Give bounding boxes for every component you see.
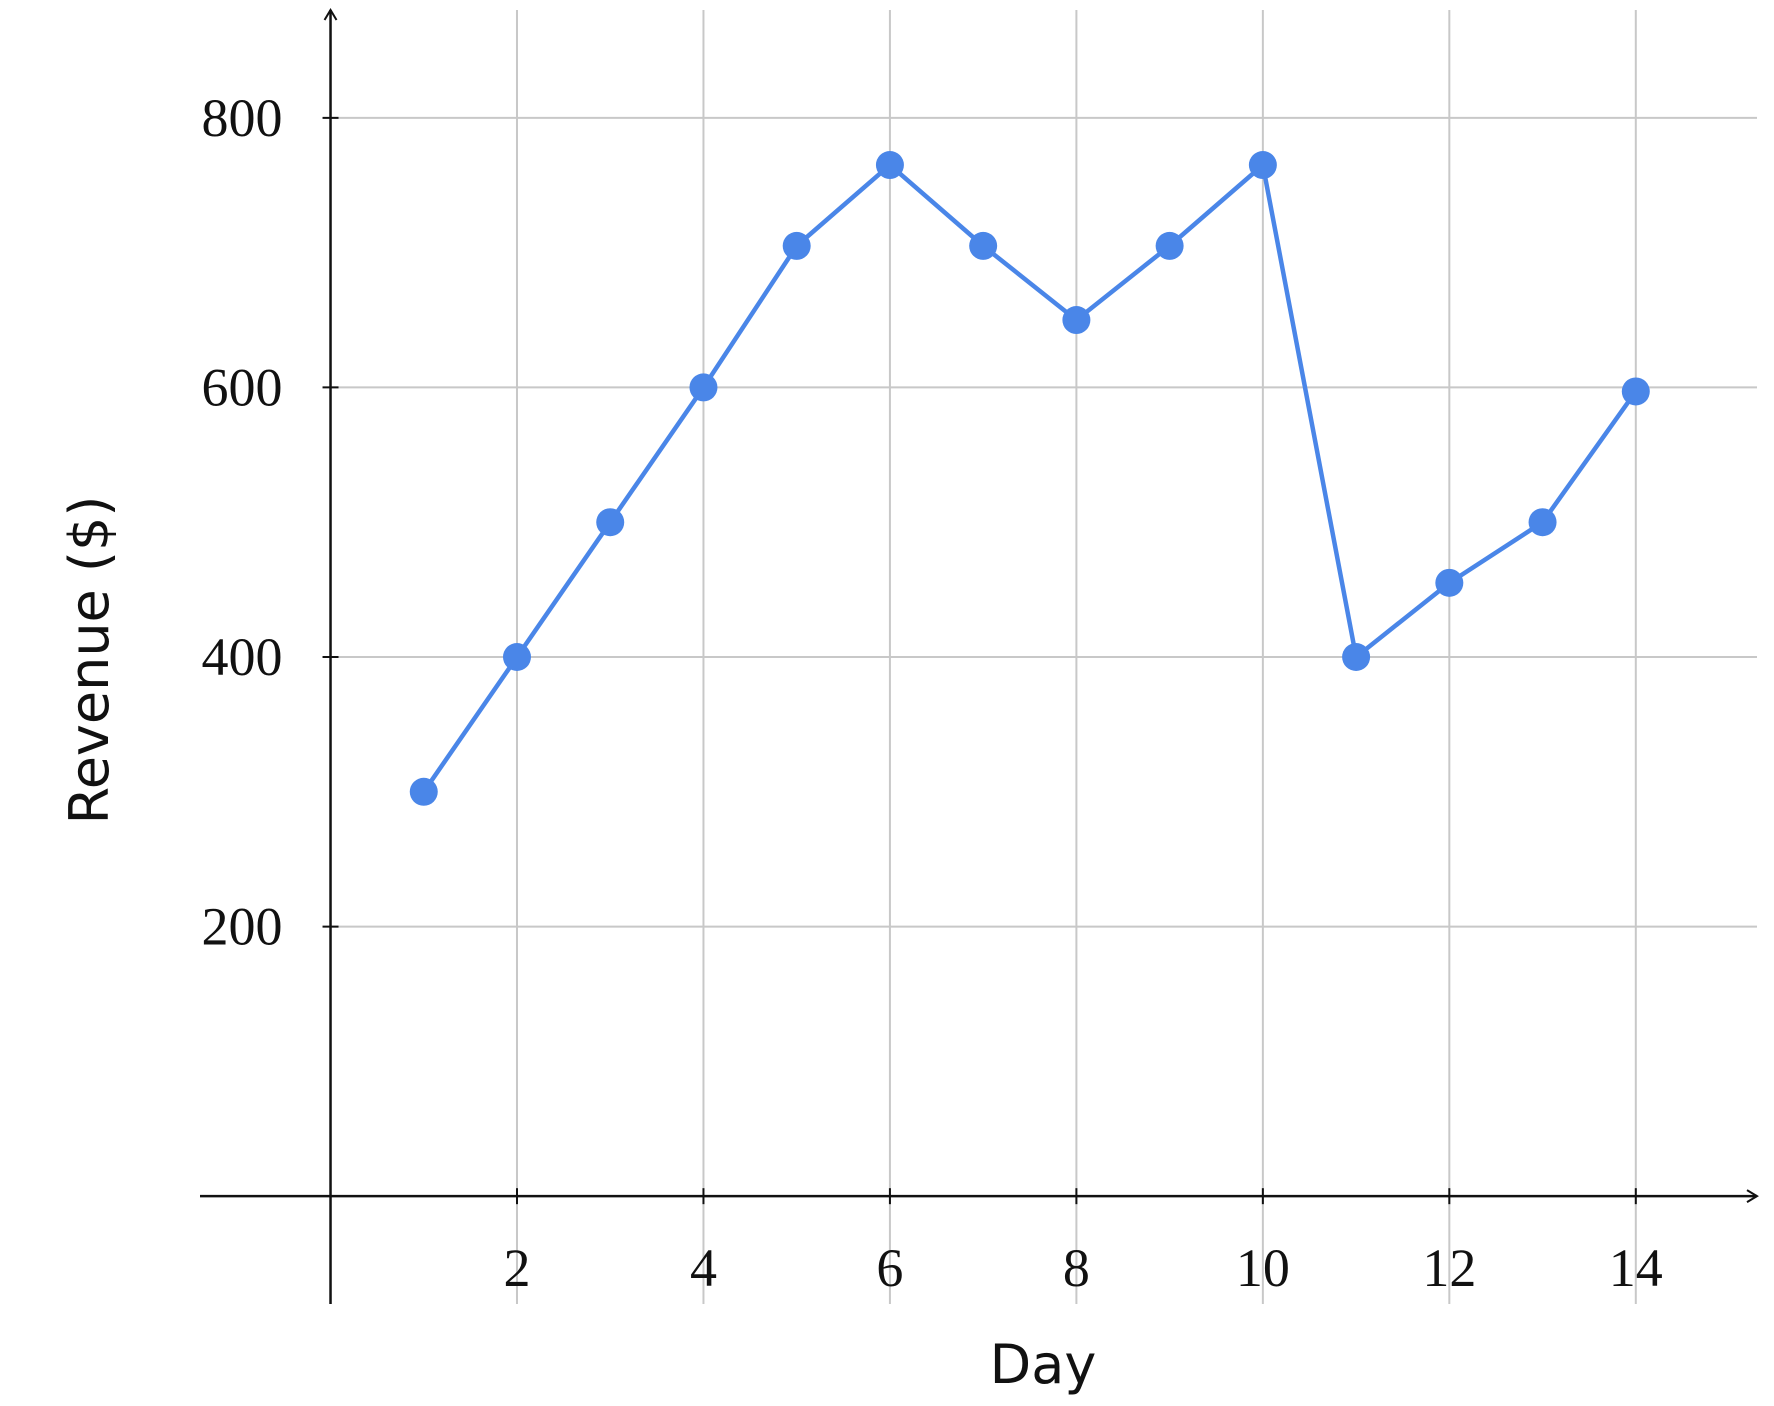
data-point [1248,151,1277,180]
data-point [409,777,438,806]
y-axis-label: Revenue ($) [58,496,121,825]
x-tick-label: 6 [876,1238,903,1298]
x-tick-label: 8 [1063,1238,1090,1298]
y-tick-label: 200 [202,897,283,957]
x-tick-label: 2 [503,1238,530,1298]
data-point [875,151,904,180]
data-point [969,231,998,260]
data-point [502,643,531,671]
data-point [782,231,811,260]
x-axis-label: Day [990,1333,1097,1396]
y-tick-label: 600 [202,357,283,417]
data-point [1155,231,1184,260]
x-tick-label: 4 [690,1238,717,1298]
y-tick-label: 800 [202,88,283,148]
data-point [1435,568,1464,597]
series-line [421,162,1638,794]
x-tick-label: 10 [1236,1238,1290,1298]
x-tick-label: 12 [1422,1238,1476,1298]
data-point [1062,306,1091,335]
y-tick-label: 400 [202,627,283,687]
data-point [1621,377,1650,406]
data-point [1342,643,1371,671]
data-point [596,508,625,537]
data-point [1528,508,1557,537]
data-point [689,373,718,402]
x-tick-label: 14 [1609,1238,1663,1298]
